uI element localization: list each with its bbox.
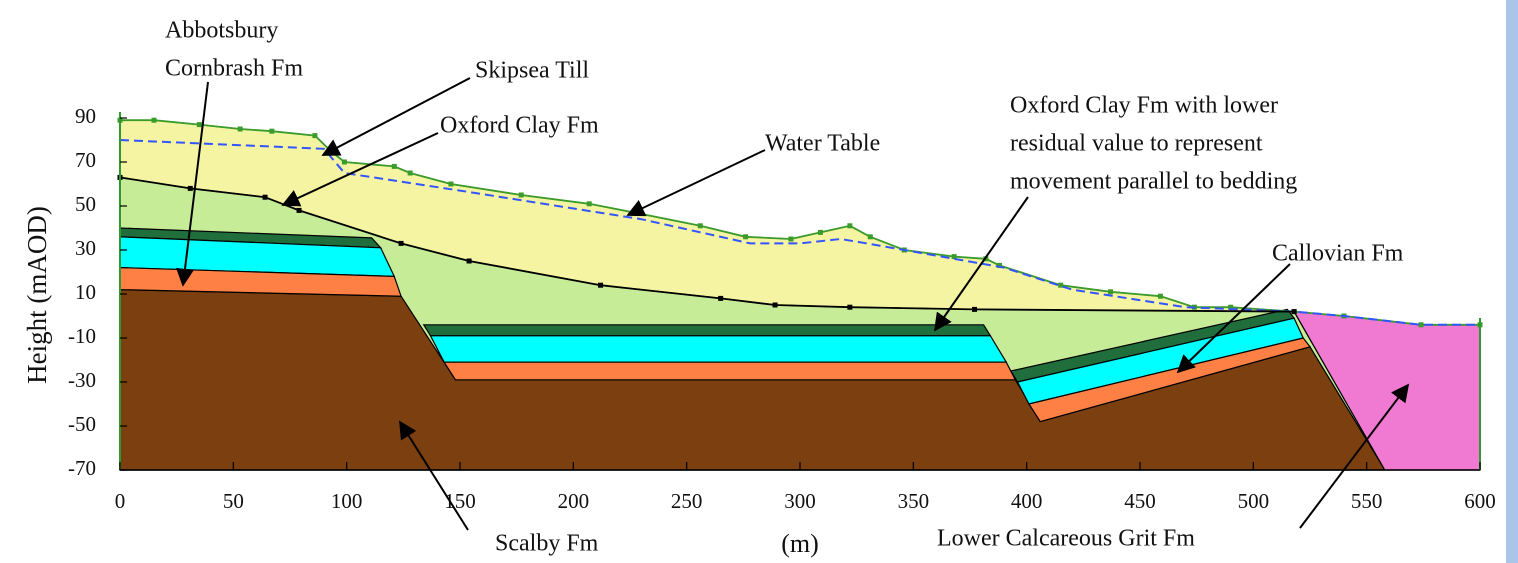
annotation: Oxford Clay Fm with lower: [1010, 93, 1278, 119]
vertex-marker: [342, 160, 347, 165]
annotation: Callovian Fm: [1272, 241, 1404, 267]
annotation: movement parallel to bedding: [1010, 169, 1297, 195]
annotation: residual value to represent: [1010, 131, 1263, 157]
vertex-marker: [188, 186, 193, 191]
vertex-marker: [1058, 283, 1063, 288]
vertex-marker: [868, 234, 873, 239]
chart: 0501001502002503003504004505005506009070…: [0, 0, 1505, 563]
vertex-marker: [1108, 289, 1113, 294]
y-tick-label: 90: [75, 104, 96, 128]
vertex-marker: [698, 223, 703, 228]
vertex-marker: [598, 283, 603, 288]
page: 0501001502002503003504004505005506009070…: [0, 0, 1518, 563]
y-axis-label: Height (mAOD): [22, 206, 52, 384]
x-tick-label: 100: [331, 489, 363, 513]
x-tick-label: 350: [898, 489, 930, 513]
vertex-marker: [587, 201, 592, 206]
x-tick-label: 500: [1238, 489, 1270, 513]
vertex-marker: [519, 193, 524, 198]
vertex-marker: [773, 303, 778, 308]
x-tick-label: 600: [1464, 489, 1496, 513]
y-tick-label: -50: [68, 412, 96, 436]
y-tick-label: -30: [68, 368, 96, 392]
vertex-marker: [972, 307, 977, 312]
x-tick-label: 400: [1011, 489, 1043, 513]
x-tick-label: 300: [784, 489, 816, 513]
layer: [444, 362, 1015, 380]
layer: [431, 336, 1007, 362]
layer: [424, 325, 991, 336]
vertex-marker: [238, 127, 243, 132]
annotation: Scalby Fm: [495, 531, 599, 557]
annotation: Cornbrash Fm: [165, 56, 303, 82]
vertex-marker: [743, 234, 748, 239]
x-axis-label: (m): [781, 529, 819, 558]
annotation: Abbotsbury: [165, 18, 278, 44]
y-tick-label: 10: [75, 280, 96, 304]
y-tick-label: 30: [75, 236, 96, 260]
y-tick-label: -70: [68, 456, 96, 480]
x-tick-label: 450: [1124, 489, 1156, 513]
y-tick-label: -10: [68, 324, 96, 348]
vertex-marker: [197, 122, 202, 127]
x-tick-label: 50: [223, 489, 244, 513]
vertex-marker: [448, 182, 453, 187]
annotation: Water Table: [765, 131, 880, 157]
vertex-marker: [788, 237, 793, 242]
vertex-marker: [718, 296, 723, 301]
window-edge: [1506, 0, 1518, 563]
vertex-marker: [269, 129, 274, 134]
x-tick-label: 250: [671, 489, 703, 513]
vertex-marker: [392, 164, 397, 169]
vertex-marker: [399, 241, 404, 246]
vertex-marker: [1158, 294, 1163, 299]
x-tick-label: 550: [1351, 489, 1383, 513]
x-tick-label: 200: [558, 489, 590, 513]
y-tick-label: 50: [75, 192, 96, 216]
vertex-marker: [297, 208, 302, 213]
vertex-marker: [847, 305, 852, 310]
y-tick-label: 70: [75, 148, 96, 172]
vertex-marker: [467, 259, 472, 264]
annotation: Skipsea Till: [475, 58, 589, 84]
vertex-marker: [818, 230, 823, 235]
vertex-marker: [408, 171, 413, 176]
vertex-marker: [152, 118, 157, 123]
vertex-marker: [263, 195, 268, 200]
vertex-marker: [1292, 309, 1297, 314]
vertex-marker: [847, 223, 852, 228]
annotation: Lower Calcareous Grit Fm: [937, 526, 1195, 552]
x-tick-label: 0: [115, 489, 126, 513]
arrow: [628, 150, 765, 215]
vertex-marker: [312, 133, 317, 138]
annotation: Oxford Clay Fm: [440, 113, 599, 139]
vertex-marker: [1419, 322, 1424, 327]
